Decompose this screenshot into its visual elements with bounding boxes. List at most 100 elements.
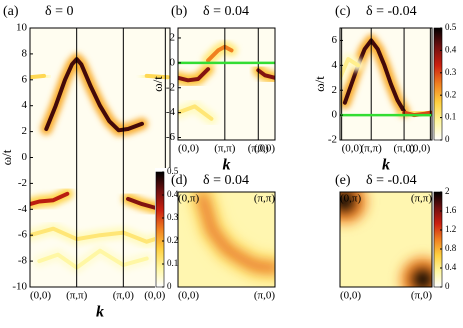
colorbar-tick-label: 0 [167,281,172,291]
plot-frame [339,191,433,288]
x-axis-label: k [382,157,390,174]
panel-label: (c) [335,4,351,19]
colorbar-tick-label: 0.2 [167,235,178,245]
x-tick-label: (π,0) [113,290,134,302]
colorbar-tick-label: 0.3 [167,212,179,222]
ridge [44,57,144,133]
x-tick-label: (π,0) [254,290,275,302]
colorbar-tick-label: 0 [445,281,450,291]
y-tick-label: 6 [22,73,28,85]
panel-title: δ = 0 [45,4,74,19]
ridge [342,38,407,114]
plot-frame [177,191,276,288]
y-tick-label: -2 [18,177,27,189]
colorbar-tick-label: 1.6 [445,205,457,215]
spot [340,192,355,212]
panel-title: δ = -0.04 [366,173,417,188]
y-tick-label: -4 [166,106,176,118]
y-tick-label: 8 [22,47,28,59]
ridge [178,104,214,121]
colorbar-tick-label: 2 [445,186,450,196]
x-tick-label: (0,0) [342,143,363,155]
colorbar [155,171,165,288]
x-tick-label: (0,0) [254,143,275,155]
plot-frame [177,27,276,141]
colorbar-tick-label: 0 [445,134,450,144]
x-tick-label: (0,0) [178,290,199,302]
x-tick-label: (0,0) [144,290,165,302]
y-tick-label: 2 [170,31,176,43]
plot-frame [339,27,433,141]
x-tick-label: (π,0) [411,290,432,302]
top-tick-label: (π,π) [254,193,276,205]
x-tick-label: (π,0) [394,143,415,155]
colorbar-tick-label: 0.4 [445,262,457,272]
colorbar [433,27,443,141]
x-tick-label: (π,π) [361,143,383,155]
y-tick-label: -8 [18,255,28,267]
x-axis-label: k [223,157,231,174]
x-tick-label: (0,0) [409,143,430,155]
ridge [30,226,170,244]
panel-title: δ = 0.04 [203,4,249,19]
colorbar-tick-label: 0.4 [167,189,179,199]
x-tick-label: (π,π) [66,290,88,302]
ridge [30,73,46,80]
y-axis-label: ω/t [150,76,165,92]
panel-label: (e) [335,173,351,188]
heatmap [178,40,275,125]
top-tick-label: (0,π) [178,193,199,205]
x-tick-label: (π,0) [248,143,269,155]
top-tick-label: (π,π) [411,193,433,205]
colorbar-tick-label: 0.1 [445,112,456,122]
panel-title: δ = -0.04 [366,4,417,19]
x-axis-label: k [96,304,104,321]
y-tick-label: 0 [22,151,28,163]
colorbar-tick-label: 0.2 [445,89,456,99]
ridge [340,57,361,80]
heatmap [30,53,170,274]
ridge [178,67,211,83]
y-tick-label: -2 [328,134,337,146]
panel-label: (d) [171,173,188,188]
ridge [30,191,70,207]
panel-title: δ = 0.04 [203,173,249,188]
colorbar-tick-label: 0.5 [167,166,179,176]
y-tick-label: -4 [18,203,28,215]
heatmap [188,192,275,282]
top-tick-label: (0,π) [340,193,361,205]
colorbar-tick-label: 0.5 [445,22,457,32]
plot-frame [29,27,171,288]
y-tick-label: 0 [170,56,176,68]
spot [412,269,432,287]
colorbar-tick-label: 0.4 [445,44,457,54]
y-tick-label: 4 [332,59,338,71]
panel-label: (b) [171,4,188,19]
ridge [37,248,149,270]
colorbar-tick-label: 0.8 [445,243,457,253]
y-axis-label: ω/t [0,149,14,165]
x-tick-label: (0,0) [340,290,361,302]
ridge [206,44,234,63]
y-tick-label: -2 [166,81,175,93]
x-tick-label: (0,0) [178,143,199,155]
y-tick-label: -6 [18,229,28,241]
x-tick-label: (0,0) [30,290,51,302]
y-tick-label: -10 [12,281,27,293]
panel-label: (a) [3,4,19,19]
y-tick-label: 0 [332,109,338,121]
y-tick-label: 4 [22,99,28,111]
y-tick-label: 6 [332,34,338,46]
y-tick-label: -6 [166,131,176,143]
y-tick-label: 2 [332,84,338,96]
ridge [144,73,170,80]
colorbar [433,191,443,288]
x-tick-label: (π,π) [214,143,236,155]
heatmap [340,192,432,287]
colorbar-tick-label: 0.3 [445,67,457,77]
ridge [256,68,275,80]
y-tick-label: 10 [16,22,28,34]
y-tick-label: 2 [22,125,28,137]
ridge [197,192,275,273]
